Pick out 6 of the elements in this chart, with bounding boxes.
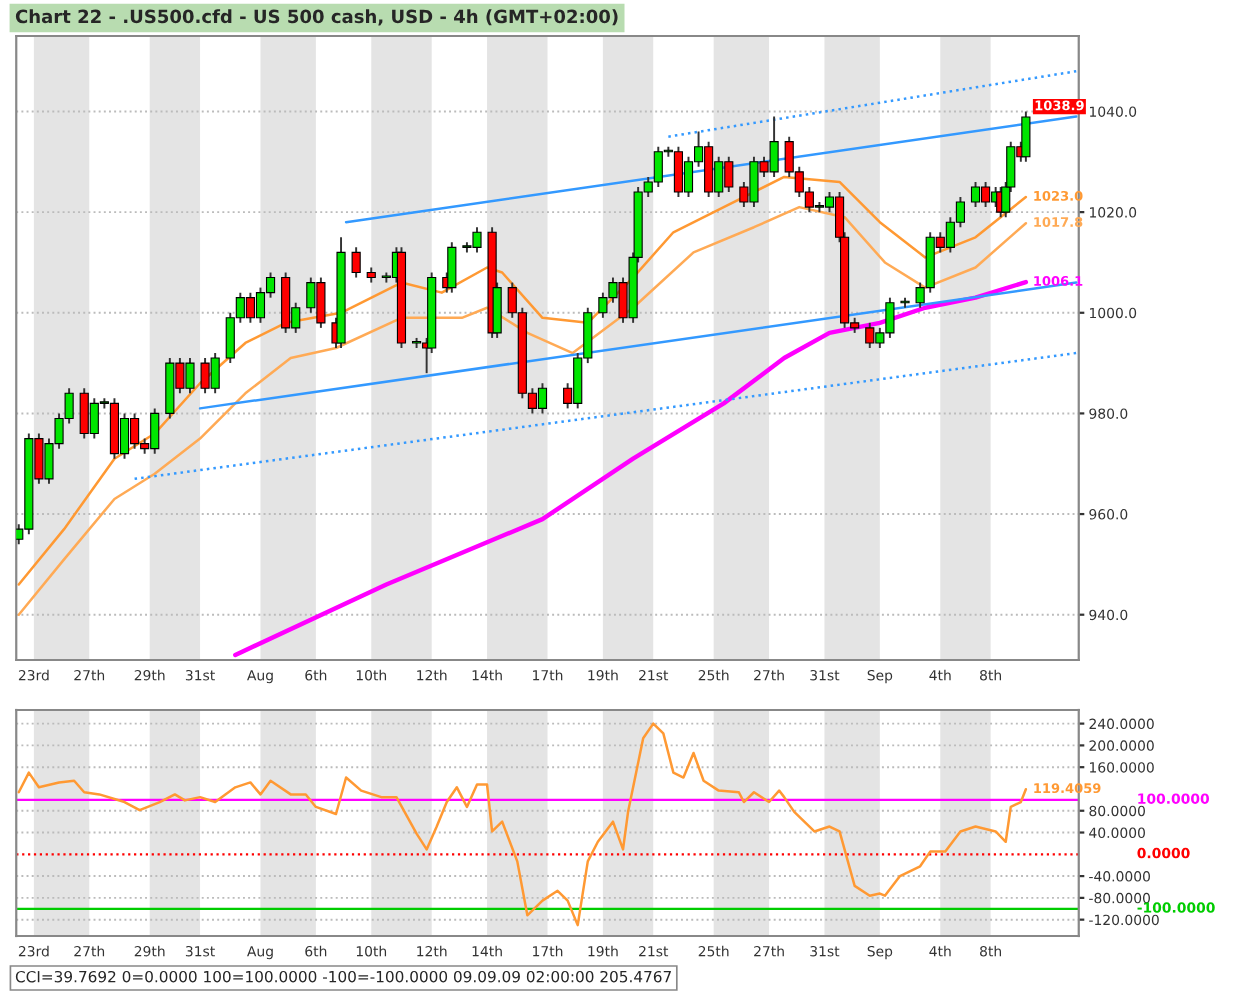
- candlestick: [447, 241, 457, 294]
- candlestick: [351, 246, 361, 279]
- line-series: [233, 279, 1029, 658]
- line-series: [17, 722, 1028, 927]
- candlestick: [1021, 110, 1031, 163]
- chart-title: Chart 22 - .US500.cfd - US 500 cash, USD - 4h (GMT+02:00): [15, 9, 618, 26]
